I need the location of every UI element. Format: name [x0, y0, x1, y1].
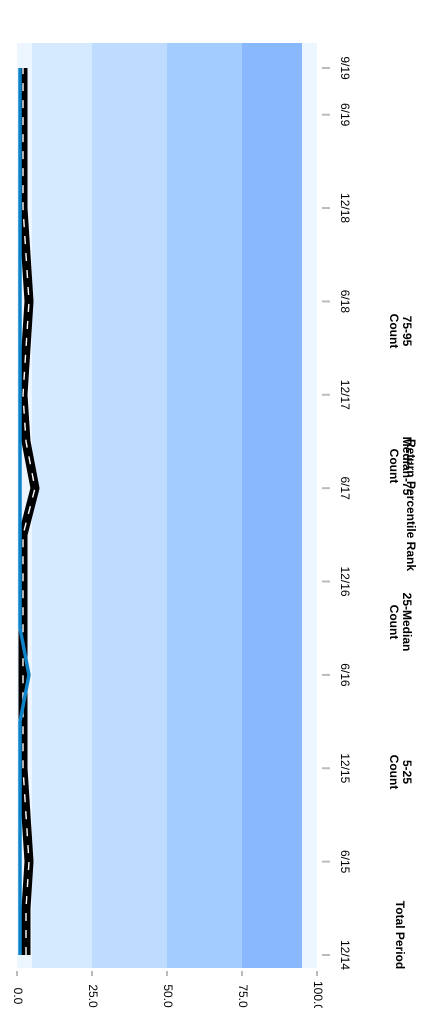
table-header-line: Count [387, 755, 401, 790]
percentile-band-2 [167, 43, 242, 968]
table-header-text-2: 25-MedianCount [387, 593, 414, 652]
table-header-line: 25-Median [400, 593, 414, 652]
xtick-label-8: 12/18 [338, 193, 352, 223]
xtick-label-9: 6/19 [338, 103, 352, 127]
table-header-2: 25-MedianCount [387, 593, 414, 652]
table-header-line: 5-25 [400, 760, 414, 784]
xtick-label-10: 9/19 [338, 56, 352, 80]
ytick-label-4: 100.0 [311, 981, 325, 1008]
table-header-1: 5-25Count [387, 755, 414, 790]
table-header-line: Count [387, 449, 401, 484]
table-header-text-3: Median-75Count [387, 437, 414, 496]
percentile-band-3 [242, 43, 302, 968]
table-header-0: Total Period [393, 901, 407, 969]
xtick-label-4: 12/16 [338, 567, 352, 597]
table-header-text-0: Total Period [393, 901, 407, 969]
ytick-label-3: 75.0 [236, 984, 250, 1008]
percentile-band-1 [92, 43, 167, 968]
ytick-label-0: 0.0 [11, 988, 25, 1005]
xtick-label-3: 6/16 [338, 663, 352, 687]
table-header-line: 75-95 [400, 316, 414, 347]
table-header-text-4: 75-95Count [387, 314, 414, 349]
ytick-label-2: 50.0 [161, 984, 175, 1008]
table-header-3: Median-75Count [387, 437, 414, 496]
ytick-label-1: 25.0 [86, 984, 100, 1008]
table-header-text-1: 5-25Count [387, 755, 414, 790]
xtick-label-1: 6/15 [338, 850, 352, 874]
xtick-label-6: 12/17 [338, 380, 352, 410]
table-header-line: Count [387, 314, 401, 349]
xtick-label-0: 12/14 [338, 940, 352, 970]
xtick-label-2: 12/15 [338, 753, 352, 783]
xtick-label-7: 6/18 [338, 290, 352, 314]
table-header-line: Median-75 [400, 437, 414, 496]
table-header-4: 75-95Count [387, 314, 414, 349]
table-header-line: Total Period [393, 901, 407, 969]
table-header-line: Count [387, 605, 401, 640]
percentile-band-0 [32, 43, 92, 968]
xtick-label-5: 6/17 [338, 476, 352, 500]
